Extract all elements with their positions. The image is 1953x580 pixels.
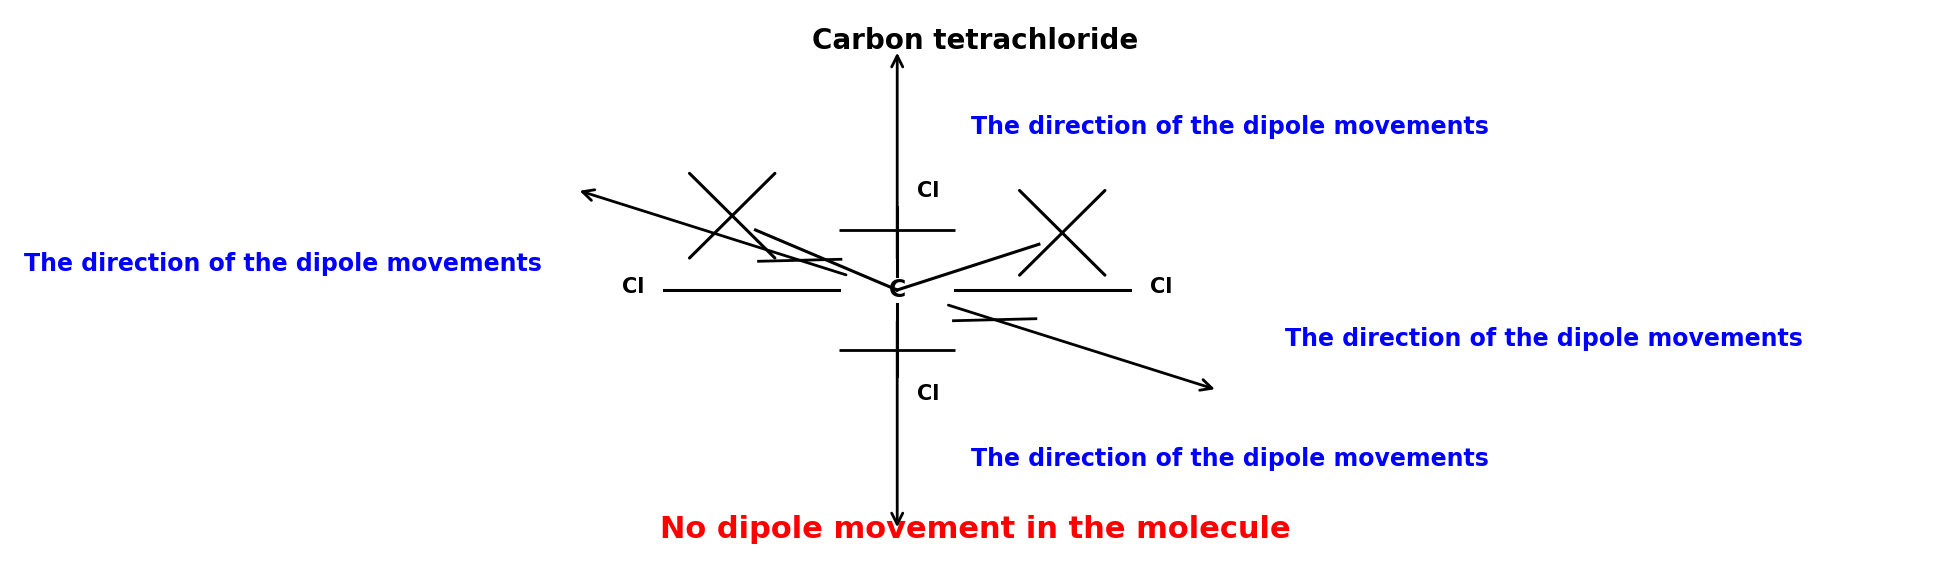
Text: Carbon tetrachloride: Carbon tetrachloride xyxy=(812,27,1139,55)
Text: The direction of the dipole movements: The direction of the dipole movements xyxy=(23,252,541,276)
Text: The direction of the dipole movements: The direction of the dipole movements xyxy=(971,447,1488,470)
Text: Cl: Cl xyxy=(1150,277,1172,297)
Text: Cl: Cl xyxy=(916,182,939,201)
Text: C: C xyxy=(889,278,906,302)
Text: Cl: Cl xyxy=(916,385,939,404)
Text: No dipole movement in the molecule: No dipole movement in the molecule xyxy=(660,516,1291,545)
Text: The direction of the dipole movements: The direction of the dipole movements xyxy=(1285,327,1803,350)
Text: Cl: Cl xyxy=(623,277,644,297)
Text: The direction of the dipole movements: The direction of the dipole movements xyxy=(971,115,1488,139)
